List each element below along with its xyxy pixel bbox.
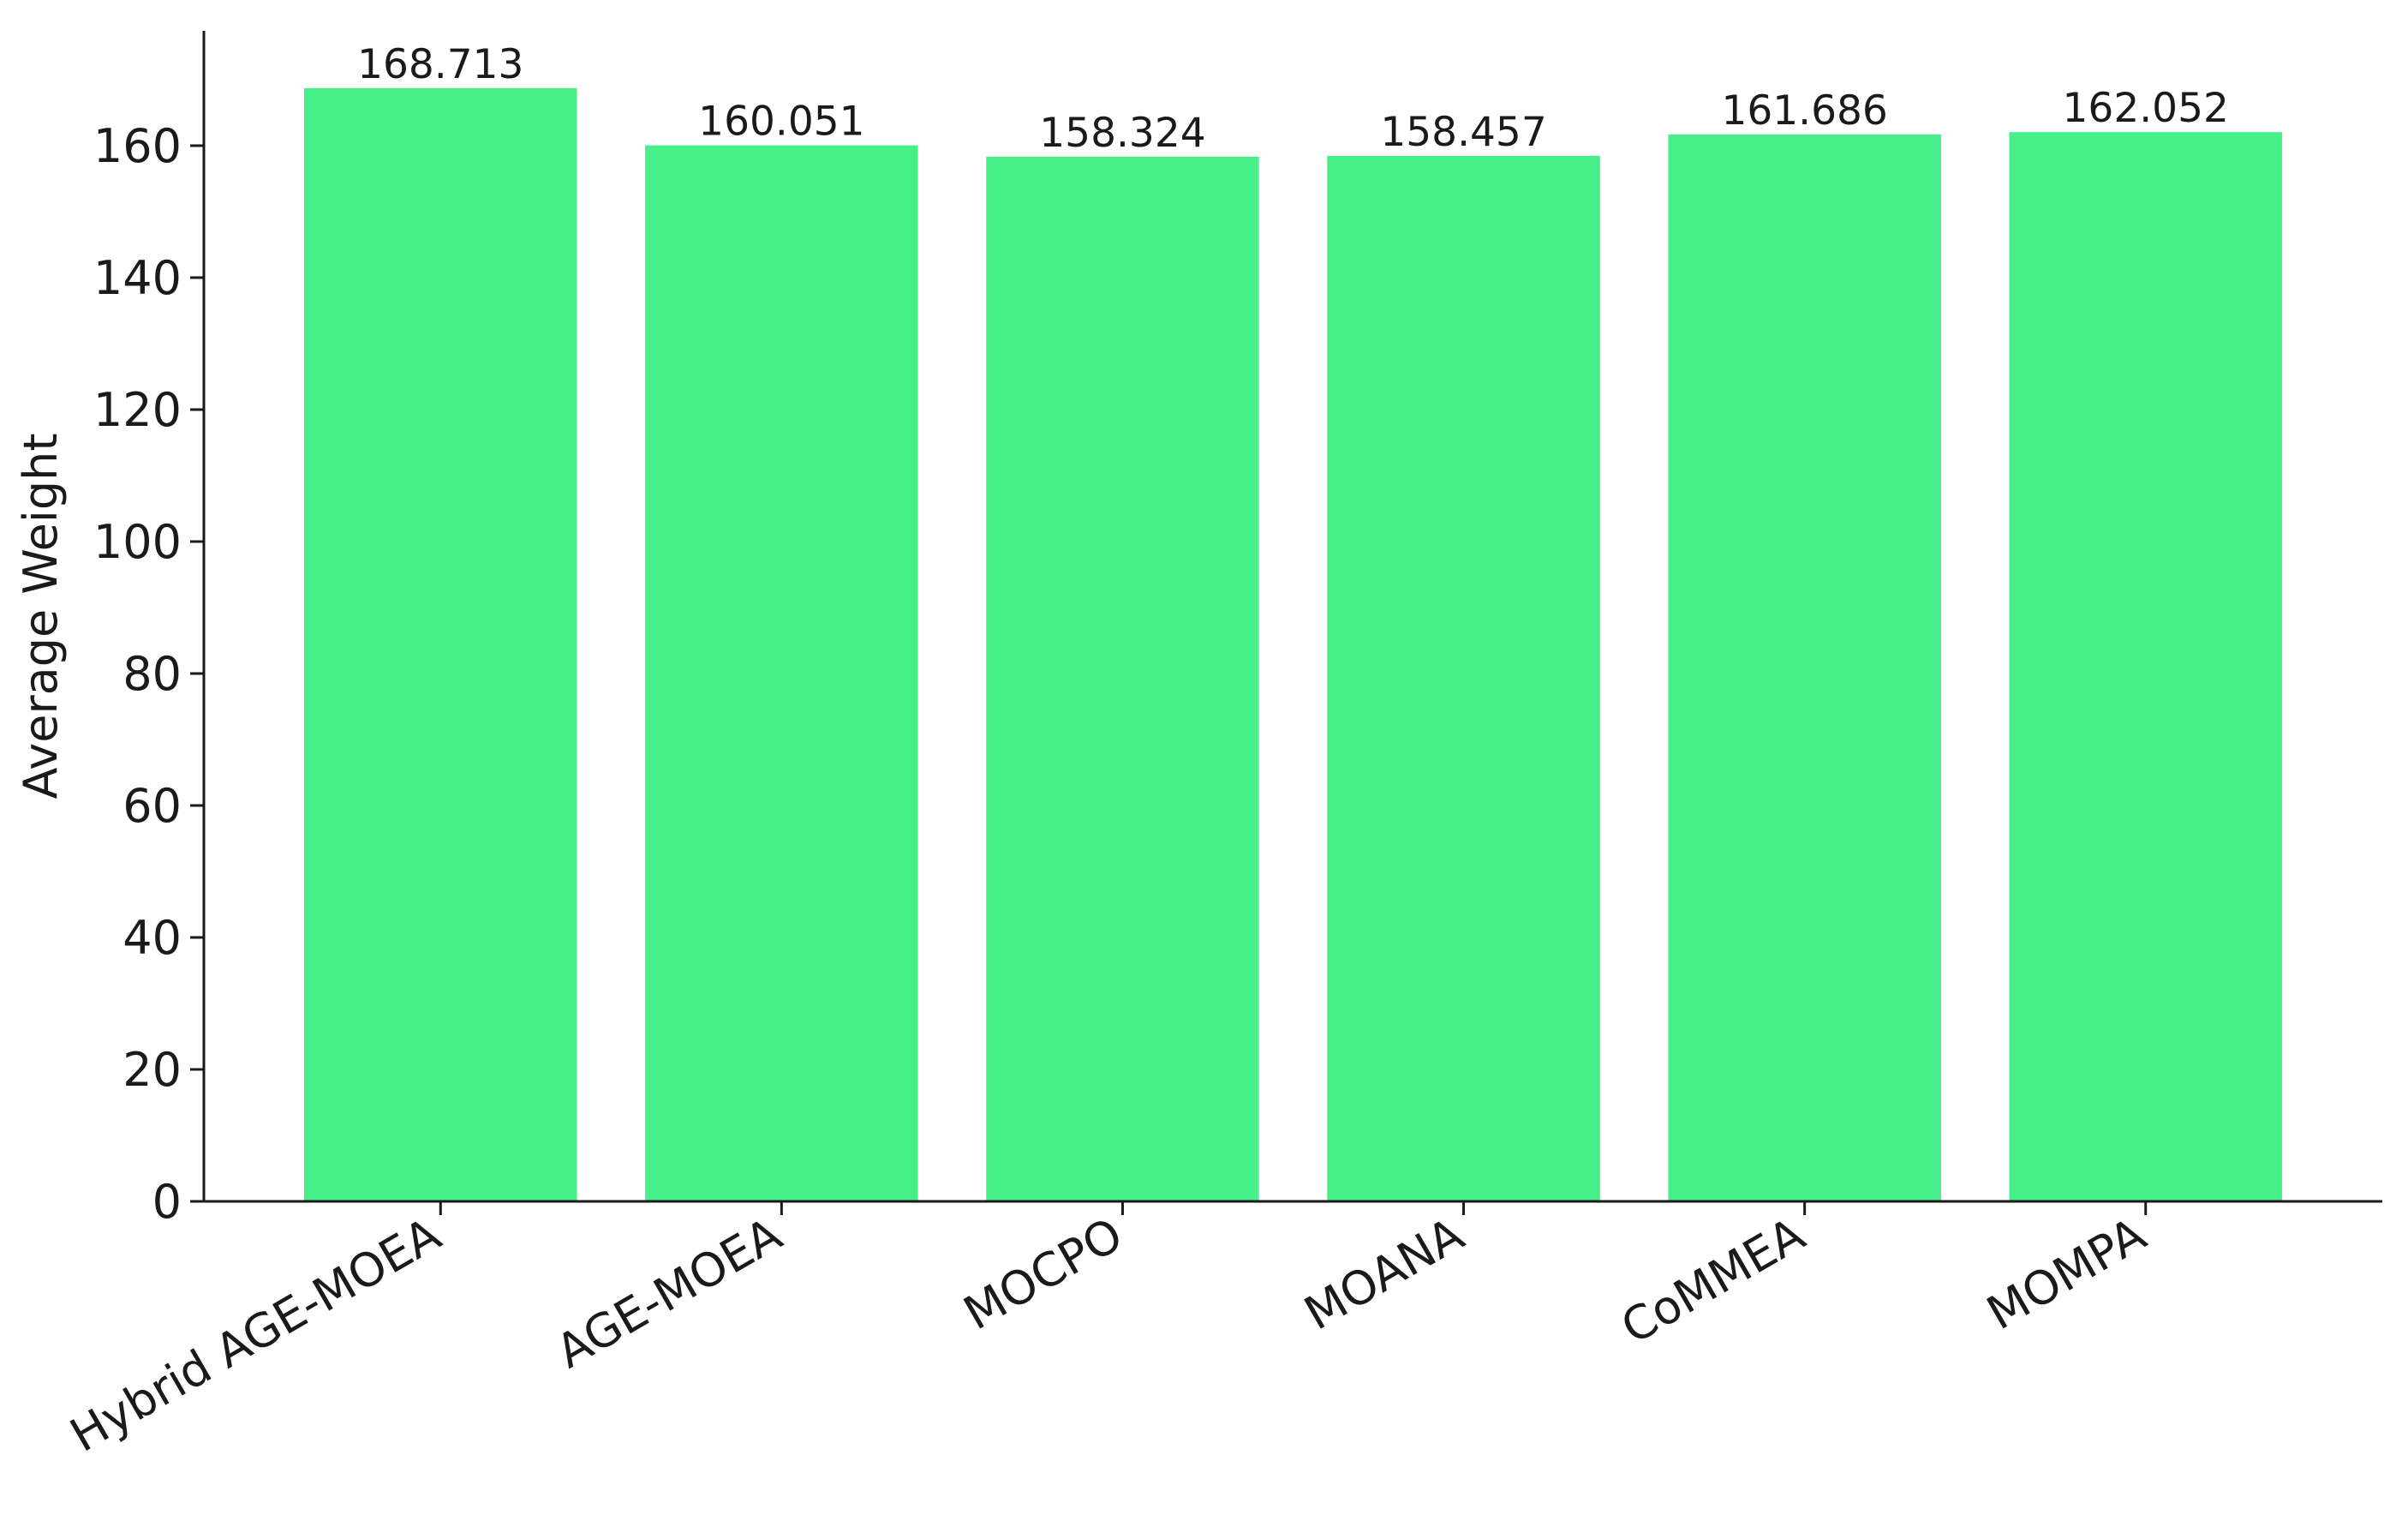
x-tick-label: AGE-MOEA <box>547 1207 791 1379</box>
bar <box>304 87 577 1202</box>
y-tick-label: 40 <box>122 911 182 965</box>
value-label: 160.051 <box>698 99 864 146</box>
value-label: 162.052 <box>2063 85 2229 132</box>
value-label: 158.324 <box>1039 110 1205 157</box>
bar <box>1327 155 1600 1201</box>
bar <box>986 156 1259 1202</box>
x-tick-label: MOANA <box>1295 1207 1473 1341</box>
x-tick-label: MOMPA <box>1978 1207 2154 1340</box>
y-tick-label: 20 <box>122 1043 182 1097</box>
x-tick-label: CoMMEA <box>1612 1207 1813 1355</box>
value-label: 168.713 <box>357 41 523 88</box>
value-label: 161.686 <box>1721 87 1887 135</box>
bar <box>2009 132 2282 1201</box>
y-tick-label: 80 <box>122 647 182 701</box>
bar <box>1668 134 1941 1202</box>
bar <box>645 145 918 1202</box>
y-tick-label: 100 <box>93 515 182 569</box>
x-tick-label: MOCPO <box>955 1207 1132 1340</box>
x-tick-label: Hybrid AGE-MOEA <box>61 1207 449 1463</box>
y-tick-label: 0 <box>152 1175 182 1229</box>
value-label: 158.457 <box>1380 109 1546 156</box>
y-tick-label: 160 <box>93 119 182 173</box>
y-tick-label: 120 <box>93 383 182 437</box>
y-tick-label: 60 <box>122 779 182 833</box>
y-axis-label: Average Weight <box>14 433 68 799</box>
y-tick-label: 140 <box>93 251 182 305</box>
